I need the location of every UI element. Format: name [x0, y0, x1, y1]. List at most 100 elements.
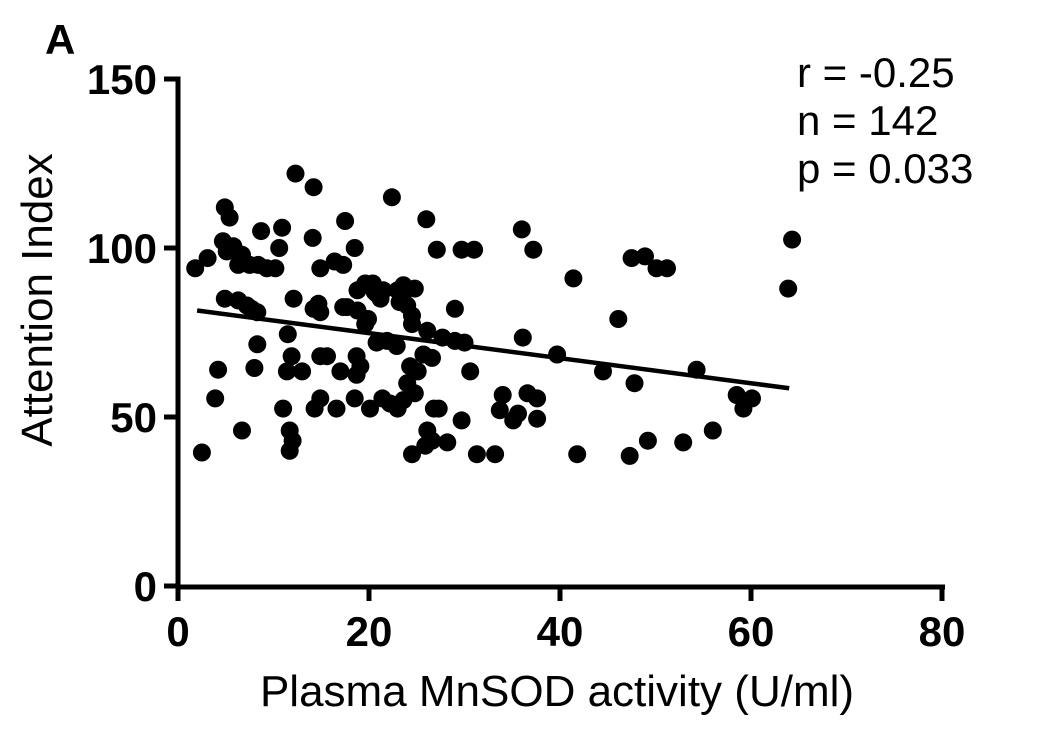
- data-point: [248, 335, 267, 354]
- data-point: [198, 249, 217, 268]
- data-point: [620, 446, 639, 465]
- data-point: [490, 401, 509, 420]
- data-point: [209, 360, 228, 379]
- data-point: [186, 259, 205, 278]
- data-point: [304, 178, 323, 197]
- data-point: [658, 259, 676, 278]
- data-point: [727, 386, 746, 404]
- data-point: [438, 433, 457, 452]
- data-point: [622, 249, 641, 268]
- data-point: [220, 208, 239, 227]
- data-point: [336, 212, 355, 230]
- data-point: [452, 240, 471, 259]
- data-point: [278, 325, 297, 344]
- data-point: [403, 315, 421, 334]
- data-point: [416, 436, 435, 455]
- data-point: [423, 348, 441, 367]
- data-point: [388, 399, 407, 418]
- data-point: [564, 269, 583, 288]
- data-point: [452, 411, 471, 430]
- data-point: [274, 399, 293, 418]
- data-point: [504, 411, 523, 430]
- data-point: [382, 188, 401, 207]
- data-point: [408, 362, 427, 381]
- x-tick-label: 40: [537, 608, 584, 655]
- data-point: [687, 360, 706, 379]
- data-point: [293, 362, 312, 381]
- y-tick-label: 150: [87, 56, 157, 103]
- axes: 0 50 100 150 0 20 40 60 80: [87, 56, 965, 655]
- data-point: [280, 441, 299, 460]
- y-axis-title: Attention Index: [13, 153, 62, 447]
- data-point: [638, 431, 657, 450]
- data-point: [245, 359, 264, 377]
- x-tick-label: 20: [346, 608, 393, 655]
- data-point: [192, 443, 211, 462]
- data-point: [418, 321, 437, 340]
- x-tick-label: 60: [728, 608, 775, 655]
- data-point: [248, 303, 267, 322]
- stats-r-line: r = -0.25: [797, 49, 955, 96]
- data-point: [334, 255, 353, 274]
- y-tick-label: 0: [134, 563, 157, 610]
- data-point: [361, 399, 379, 418]
- data-point: [371, 289, 390, 308]
- data-point: [513, 328, 532, 347]
- data-point: [493, 386, 512, 404]
- data-point: [318, 347, 336, 366]
- data-point: [467, 445, 486, 464]
- data-point: [282, 347, 301, 366]
- data-point: [266, 259, 285, 278]
- data-point: [403, 445, 421, 464]
- data-point: [445, 299, 464, 318]
- data-point: [703, 421, 722, 440]
- data-point: [783, 230, 802, 249]
- data-point: [465, 240, 484, 259]
- data-point: [405, 279, 424, 298]
- data-point: [609, 310, 628, 328]
- data-point: [206, 389, 225, 408]
- stats-n-line: n = 142: [797, 97, 938, 144]
- data-point: [528, 409, 547, 428]
- data-point: [286, 164, 305, 183]
- data-point: [594, 362, 612, 381]
- data-point: [270, 239, 289, 257]
- y-tick-label: 100: [87, 225, 157, 272]
- data-point: [674, 433, 693, 452]
- data-point: [311, 259, 330, 278]
- data-point: [303, 228, 322, 247]
- data-point: [284, 289, 303, 308]
- data-point: [461, 362, 480, 381]
- data-point: [429, 399, 448, 418]
- y-tick-label: 50: [110, 394, 157, 441]
- data-point: [486, 445, 505, 464]
- data-point: [233, 421, 251, 440]
- data-point: [347, 365, 366, 384]
- data-point: [273, 218, 292, 237]
- data-point: [427, 240, 446, 259]
- data-point: [455, 333, 474, 352]
- data-points-layer: [186, 164, 802, 465]
- data-point: [548, 345, 567, 364]
- data-point: [734, 399, 753, 418]
- data-point: [625, 374, 644, 393]
- data-point: [568, 445, 587, 464]
- stats-p-line: p = 0.033: [797, 145, 973, 192]
- data-point: [277, 362, 296, 381]
- stats-annotation: r = -0.25 n = 142 p = 0.033: [797, 49, 973, 192]
- data-point: [779, 279, 798, 298]
- data-point: [390, 293, 409, 312]
- data-point: [252, 222, 271, 241]
- x-tick-label: 80: [919, 608, 966, 655]
- data-point: [215, 289, 234, 308]
- data-point: [311, 303, 330, 322]
- data-point: [345, 239, 364, 257]
- x-tick-label: 0: [166, 608, 189, 655]
- panel-label: A: [45, 16, 75, 63]
- data-point: [417, 210, 436, 229]
- data-point: [356, 315, 375, 334]
- data-point: [327, 399, 346, 418]
- x-axis-title: Plasma MnSOD activity (U/ml): [260, 667, 854, 716]
